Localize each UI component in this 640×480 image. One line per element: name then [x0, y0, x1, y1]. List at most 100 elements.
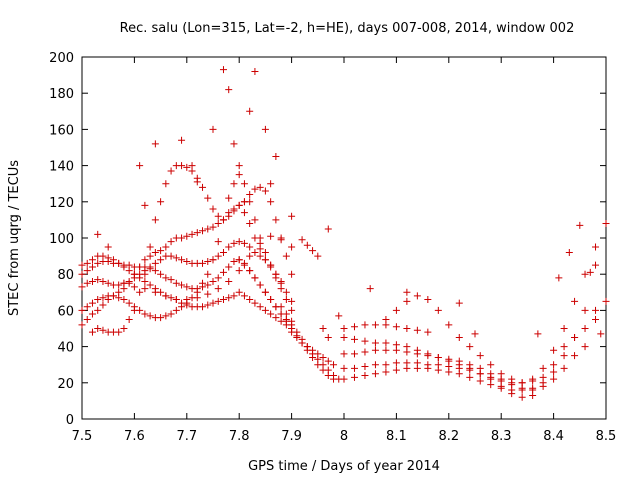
plot-frame: [81, 56, 607, 420]
data-point-arc17: [424, 328, 432, 336]
data-point-arc6: [109, 292, 117, 300]
data-point-arc13: [539, 373, 547, 381]
data-point-outliers: [230, 140, 238, 148]
data-point-arc15: [424, 350, 432, 358]
data-point-arc2: [240, 239, 248, 247]
data-point-outliers: [141, 201, 149, 209]
data-point-arc5: [214, 212, 222, 220]
data-point-arc7: [256, 239, 264, 247]
data-point-arc1: [267, 198, 275, 206]
y-tick-label: 140: [49, 160, 74, 175]
data-point-arc7: [204, 290, 212, 298]
data-point-arc3: [94, 259, 102, 267]
data-point-arc16: [592, 243, 600, 251]
data-point-outliers: [136, 162, 144, 170]
data-point-arc2: [125, 277, 133, 285]
data-point-arc2: [288, 297, 296, 305]
data-point-arc5: [167, 167, 175, 175]
data-point-arc16: [476, 352, 484, 360]
data-point-arc12: [382, 368, 390, 376]
data-point-arc16: [445, 321, 453, 329]
data-point-arc12: [350, 373, 358, 381]
data-point-arc15: [508, 390, 516, 398]
x-tick-label: 8.3: [491, 429, 512, 444]
data-point-outliers: [471, 330, 479, 338]
data-point-outliers: [565, 248, 573, 256]
data-point-outliers: [534, 330, 542, 338]
data-point-arc12: [371, 370, 379, 378]
data-point-arc1: [151, 248, 159, 256]
data-point-arc12: [340, 375, 348, 383]
data-point-arc16: [434, 306, 442, 314]
y-tick-label: 180: [49, 87, 74, 102]
data-point-arc8: [235, 256, 243, 264]
data-point-arc6: [282, 296, 290, 304]
data-point-arc17: [350, 323, 358, 331]
data-point-arc16: [560, 325, 568, 332]
data-point-arc4: [214, 297, 222, 305]
data-point-arc12: [476, 377, 484, 385]
data-point-arc7: [246, 252, 254, 260]
data-point-arc3: [183, 283, 191, 291]
data-point-arc15: [518, 393, 526, 401]
data-point-arc4: [125, 267, 133, 275]
data-point-arc15: [487, 375, 495, 383]
data-point-arc13: [592, 261, 600, 269]
data-point-arc2: [214, 252, 222, 260]
data-point-outliers: [240, 198, 248, 206]
data-point-arc2: [251, 248, 259, 256]
data-point-outliers: [235, 162, 243, 170]
data-point-arc6: [88, 299, 96, 307]
data-point-arc1: [251, 185, 259, 193]
y-tick-label: 200: [49, 51, 74, 66]
data-point-arc7: [162, 292, 170, 300]
data-point-arc15: [455, 361, 463, 369]
data-point-arc3: [209, 277, 217, 285]
data-point-arc6: [277, 285, 285, 293]
data-point-arc13: [350, 364, 358, 372]
data-point-arc3: [167, 276, 175, 284]
data-point-arc16: [392, 306, 400, 314]
data-point-arc12: [592, 315, 600, 323]
data-point-arc6: [204, 270, 212, 278]
data-point-outliers: [246, 107, 254, 115]
data-point-outliers: [251, 67, 259, 75]
data-point-arc6: [146, 312, 154, 320]
y-tick-label: 80: [57, 268, 74, 283]
data-point-arc1: [167, 238, 175, 246]
data-point-arc13: [361, 363, 369, 371]
y-tick-label: 60: [57, 304, 74, 319]
data-point-arc7: [235, 267, 243, 275]
data-point-arc2: [99, 277, 107, 285]
data-point-arc10: [298, 339, 306, 347]
x-tick-label: 7.8: [229, 429, 250, 444]
data-point-arc3: [141, 263, 149, 271]
data-point-arc1: [193, 229, 201, 237]
data-point-arc4: [240, 292, 248, 300]
data-point-arc1: [246, 191, 254, 199]
data-point-arc5: [162, 180, 170, 188]
data-point-arc14: [371, 346, 379, 354]
data-point-arc13: [392, 359, 400, 367]
data-point-arc6: [225, 194, 233, 202]
data-point-arc2: [88, 277, 96, 285]
data-point-arc6: [94, 296, 102, 304]
data-point-arc5: [94, 325, 102, 332]
data-point-arc11: [309, 247, 317, 255]
data-point-arc8: [261, 288, 269, 296]
data-point-arc13: [413, 359, 421, 367]
data-point-arc4: [99, 252, 107, 260]
data-point-arc14: [560, 364, 568, 372]
data-point-arc11: [324, 334, 332, 342]
data-point-arc11: [314, 252, 322, 260]
data-point-arc2: [225, 243, 233, 251]
data-point-outliers: [324, 225, 332, 233]
data-point-arc3: [219, 268, 227, 276]
data-point-arc1: [183, 232, 191, 240]
data-point-arc16: [403, 297, 411, 305]
data-point-arc3: [157, 270, 165, 278]
data-point-arc8: [240, 261, 248, 269]
data-point-arc4: [235, 288, 243, 296]
data-point-outliers: [455, 299, 463, 307]
data-point-arc3: [83, 267, 91, 275]
